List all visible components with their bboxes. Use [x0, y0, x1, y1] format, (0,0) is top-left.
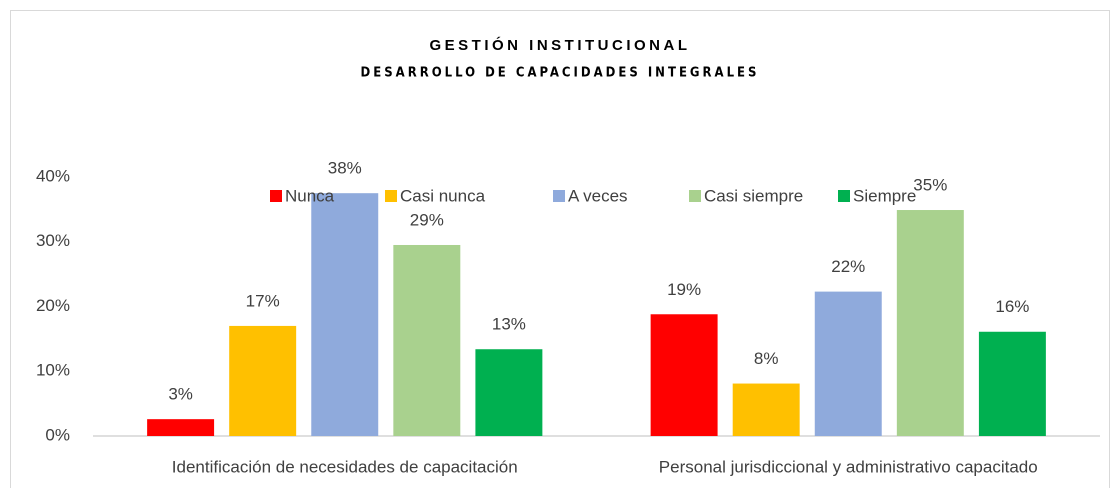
data-label: 8% — [754, 349, 779, 368]
y-tick-label: 20% — [36, 296, 70, 315]
chart-title: GESTIÓN INSTITUCIONAL — [430, 36, 691, 54]
legend-label: Nunca — [285, 186, 335, 205]
legend-swatch — [553, 190, 565, 202]
data-label: 35% — [913, 176, 947, 195]
legend-label: Siempre — [853, 186, 916, 205]
data-label: 38% — [328, 159, 362, 178]
data-label: 29% — [410, 210, 444, 229]
x-tick-label: Identificación de necesidades de capacit… — [172, 457, 518, 476]
bar — [650, 314, 718, 436]
y-tick-label: 30% — [36, 231, 70, 250]
data-label: 3% — [168, 385, 193, 404]
bar — [475, 349, 543, 436]
legend-label: Casi siempre — [704, 186, 803, 205]
legend-swatch — [689, 190, 701, 202]
legend-swatch — [385, 190, 397, 202]
y-tick-label: 40% — [36, 166, 70, 185]
legend-swatch — [270, 190, 282, 202]
bar — [311, 193, 379, 436]
data-label: 19% — [667, 280, 701, 299]
chart-subtitle: DESARROLLO DE CAPACIDADES INTEGRALES — [361, 66, 760, 81]
legend-label: Casi nunca — [400, 186, 486, 205]
legend-label: A veces — [568, 186, 628, 205]
bar — [896, 210, 964, 436]
bar — [814, 291, 882, 436]
bar — [732, 383, 800, 436]
bar — [229, 325, 297, 436]
data-label: 22% — [831, 257, 865, 276]
bar — [393, 244, 461, 436]
data-label: 16% — [995, 297, 1029, 316]
y-tick-label: 10% — [36, 361, 70, 380]
bar — [978, 331, 1046, 436]
data-label: 13% — [492, 315, 526, 334]
bar — [147, 419, 215, 436]
x-tick-label: Personal jurisdiccional y administrativo… — [659, 457, 1038, 476]
legend-swatch — [838, 190, 850, 202]
data-label: 17% — [246, 291, 280, 310]
y-tick-label: 0% — [45, 425, 70, 444]
